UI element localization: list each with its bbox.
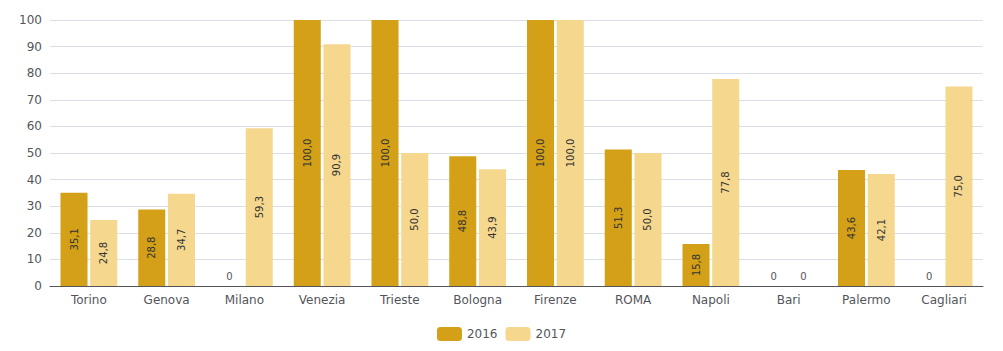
svg-text:2016: 2016 [467, 327, 498, 341]
svg-text:15,8: 15,8 [691, 254, 702, 276]
svg-text:100,0: 100,0 [380, 139, 391, 168]
svg-text:60: 60 [27, 119, 42, 133]
svg-text:59,3: 59,3 [254, 196, 265, 218]
svg-text:90: 90 [27, 40, 42, 54]
svg-text:100,0: 100,0 [302, 139, 313, 168]
svg-text:Cagliari: Cagliari [921, 293, 967, 307]
svg-text:Genova: Genova [144, 293, 190, 307]
svg-text:43,9: 43,9 [487, 216, 498, 238]
svg-text:100,0: 100,0 [565, 139, 576, 168]
svg-text:Napoli: Napoli [692, 293, 730, 307]
svg-text:10: 10 [27, 252, 42, 266]
svg-text:48,8: 48,8 [457, 210, 468, 232]
svg-text:0: 0 [800, 271, 806, 282]
svg-text:42,1: 42,1 [876, 219, 887, 241]
svg-text:35,1: 35,1 [69, 228, 80, 250]
svg-text:100,0: 100,0 [535, 139, 546, 168]
svg-text:51,3: 51,3 [613, 207, 624, 229]
svg-text:43,6: 43,6 [846, 217, 857, 239]
svg-text:0: 0 [926, 271, 932, 282]
svg-text:50,0: 50,0 [409, 208, 420, 230]
svg-text:Palermo: Palermo [842, 293, 891, 307]
svg-text:24,8: 24,8 [98, 242, 109, 264]
svg-text:34,7: 34,7 [176, 229, 187, 251]
svg-text:Bari: Bari [777, 293, 801, 307]
svg-text:30: 30 [27, 199, 42, 213]
svg-text:2017: 2017 [536, 327, 567, 341]
svg-text:28,8: 28,8 [146, 237, 157, 259]
svg-text:0: 0 [34, 279, 42, 293]
svg-text:100: 100 [19, 13, 42, 27]
svg-text:50,0: 50,0 [642, 208, 653, 230]
svg-text:50: 50 [27, 146, 42, 160]
svg-text:Venezia: Venezia [299, 293, 346, 307]
svg-text:75,0: 75,0 [953, 175, 964, 197]
svg-text:0: 0 [771, 271, 777, 282]
svg-text:Torino: Torino [70, 293, 107, 307]
svg-text:0: 0 [226, 271, 232, 282]
svg-text:ROMA: ROMA [615, 293, 652, 307]
svg-text:Milano: Milano [225, 293, 264, 307]
svg-text:77,8: 77,8 [720, 171, 731, 193]
svg-text:Trieste: Trieste [379, 293, 420, 307]
svg-text:90,9: 90,9 [331, 154, 342, 176]
svg-text:20: 20 [27, 226, 42, 240]
svg-text:Firenze: Firenze [534, 293, 577, 307]
svg-text:Bologna: Bologna [453, 293, 502, 307]
svg-text:70: 70 [27, 93, 42, 107]
svg-text:80: 80 [27, 66, 42, 80]
svg-text:40: 40 [27, 173, 42, 187]
